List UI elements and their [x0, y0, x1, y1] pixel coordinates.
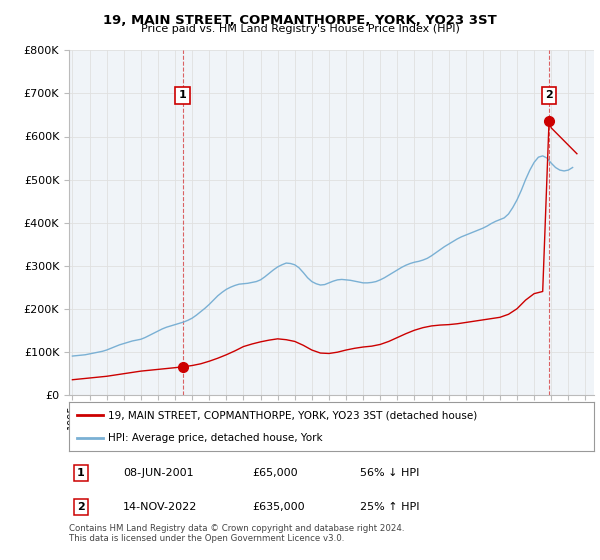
Text: 19, MAIN STREET, COPMANTHORPE, YORK, YO23 3ST: 19, MAIN STREET, COPMANTHORPE, YORK, YO2…: [103, 14, 497, 27]
Text: £635,000: £635,000: [252, 502, 305, 512]
Text: 19, MAIN STREET, COPMANTHORPE, YORK, YO23 3ST (detached house): 19, MAIN STREET, COPMANTHORPE, YORK, YO2…: [109, 410, 478, 421]
Text: 1: 1: [77, 468, 85, 478]
Text: 56% ↓ HPI: 56% ↓ HPI: [360, 468, 419, 478]
Text: 14-NOV-2022: 14-NOV-2022: [123, 502, 197, 512]
Text: Contains HM Land Registry data © Crown copyright and database right 2024.: Contains HM Land Registry data © Crown c…: [69, 524, 404, 533]
Text: 1: 1: [179, 90, 187, 100]
Text: Price paid vs. HM Land Registry's House Price Index (HPI): Price paid vs. HM Land Registry's House …: [140, 24, 460, 34]
Text: 2: 2: [545, 90, 553, 100]
Text: HPI: Average price, detached house, York: HPI: Average price, detached house, York: [109, 433, 323, 444]
Text: £65,000: £65,000: [252, 468, 298, 478]
Text: 2: 2: [77, 502, 85, 512]
Text: 08-JUN-2001: 08-JUN-2001: [123, 468, 194, 478]
Text: 25% ↑ HPI: 25% ↑ HPI: [360, 502, 419, 512]
Text: This data is licensed under the Open Government Licence v3.0.: This data is licensed under the Open Gov…: [69, 534, 344, 543]
